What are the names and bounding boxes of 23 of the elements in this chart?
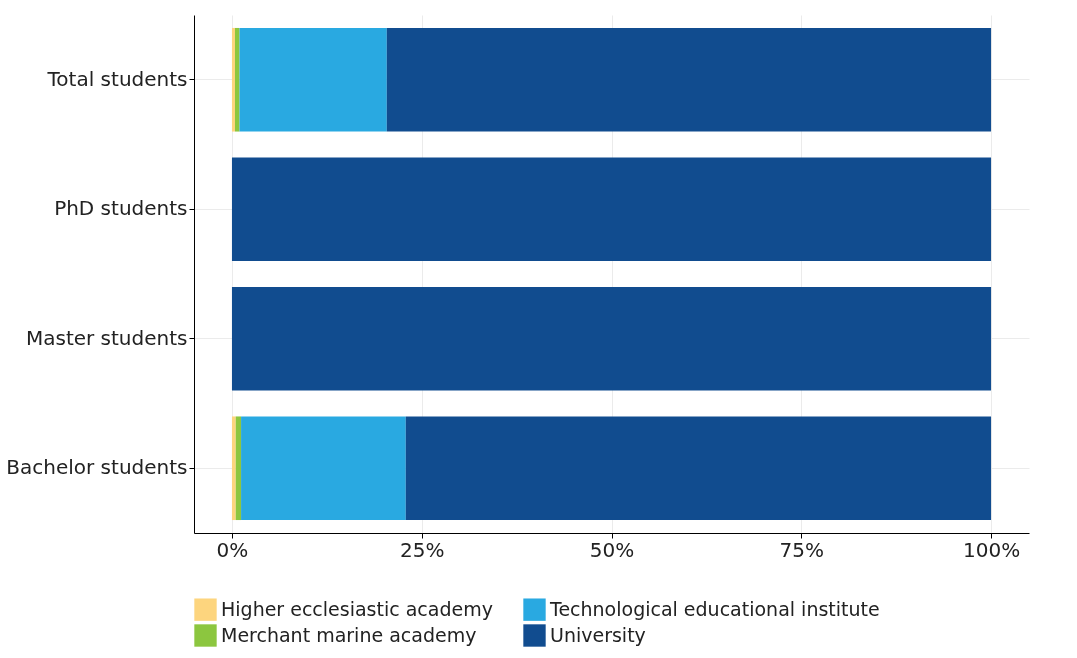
bar — [231, 416, 236, 521]
x-tick-label: 100% — [962, 537, 1021, 562]
y-tick-label: Bachelor students — [6, 455, 188, 480]
legend-label: Higher ecclesiastic academy — [221, 597, 493, 620]
bar — [405, 416, 992, 521]
x-tick-label: 50% — [589, 537, 635, 562]
bar — [241, 416, 406, 521]
legend-label: Merchant marine academy — [221, 623, 477, 646]
y-tick-label: Total students — [46, 66, 188, 91]
bar — [234, 27, 240, 132]
bar — [231, 286, 992, 391]
bar — [235, 416, 242, 521]
y-tick-label: PhD students — [54, 196, 188, 221]
y-tick-label: Master students — [25, 325, 188, 350]
legend-label: University — [550, 623, 646, 646]
x-tick-label: 75% — [779, 537, 824, 562]
bar — [239, 27, 387, 132]
bar — [231, 27, 235, 132]
x-tick-label: 0% — [216, 537, 249, 562]
legend-label: Technological educational institute — [549, 597, 880, 620]
bar — [231, 157, 992, 262]
bar — [386, 27, 992, 132]
x-tick-label: 25% — [400, 537, 445, 562]
